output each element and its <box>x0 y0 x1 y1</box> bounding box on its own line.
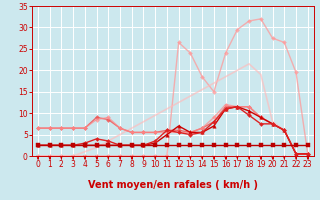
X-axis label: Vent moyen/en rafales ( km/h ): Vent moyen/en rafales ( km/h ) <box>88 180 258 190</box>
